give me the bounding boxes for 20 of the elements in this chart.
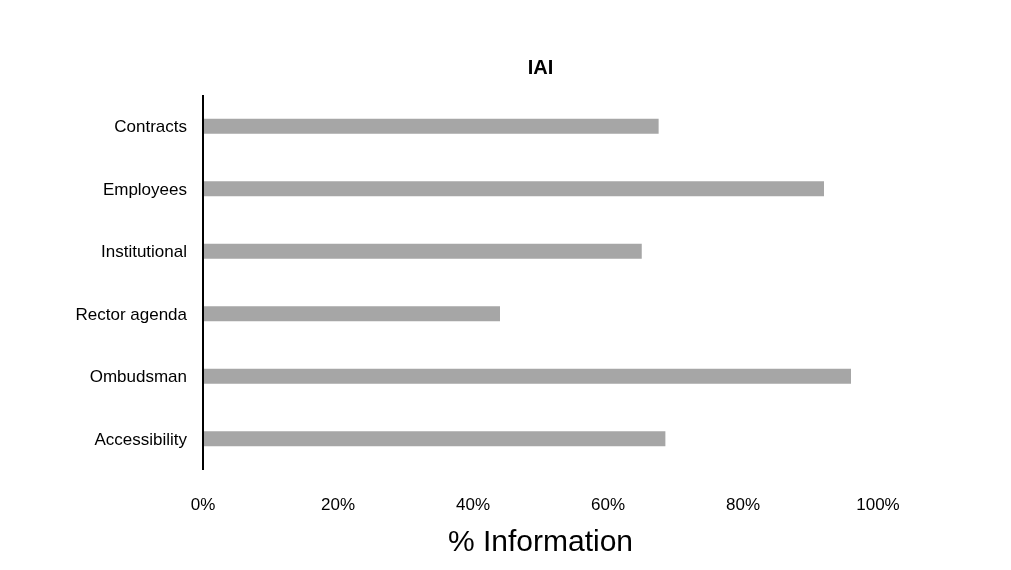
x-tick-label: 60%	[590, 495, 626, 515]
y-tick-label: Contracts	[114, 117, 187, 137]
bar	[203, 181, 824, 197]
y-tick-label: Ombudsman	[89, 367, 187, 387]
x-axis-title: % Information	[446, 524, 635, 558]
x-tick-label: 20%	[320, 495, 356, 515]
x-tick-label: 80%	[725, 495, 761, 515]
chart-title: IAI	[526, 56, 555, 79]
y-tick-label: Accessibility	[94, 429, 188, 449]
bar	[203, 431, 666, 447]
bar	[203, 368, 851, 384]
bar	[203, 306, 500, 322]
y-tick-label: Rector agenda	[75, 304, 188, 324]
y-tick-label: Institutional	[101, 242, 187, 262]
x-tick-label: 100%	[856, 495, 900, 515]
y-tick-label: Employees	[102, 179, 187, 199]
x-tick-label: 0%	[190, 495, 216, 515]
bar	[203, 243, 642, 259]
bar	[203, 118, 659, 134]
x-tick-label: 40%	[455, 495, 491, 515]
